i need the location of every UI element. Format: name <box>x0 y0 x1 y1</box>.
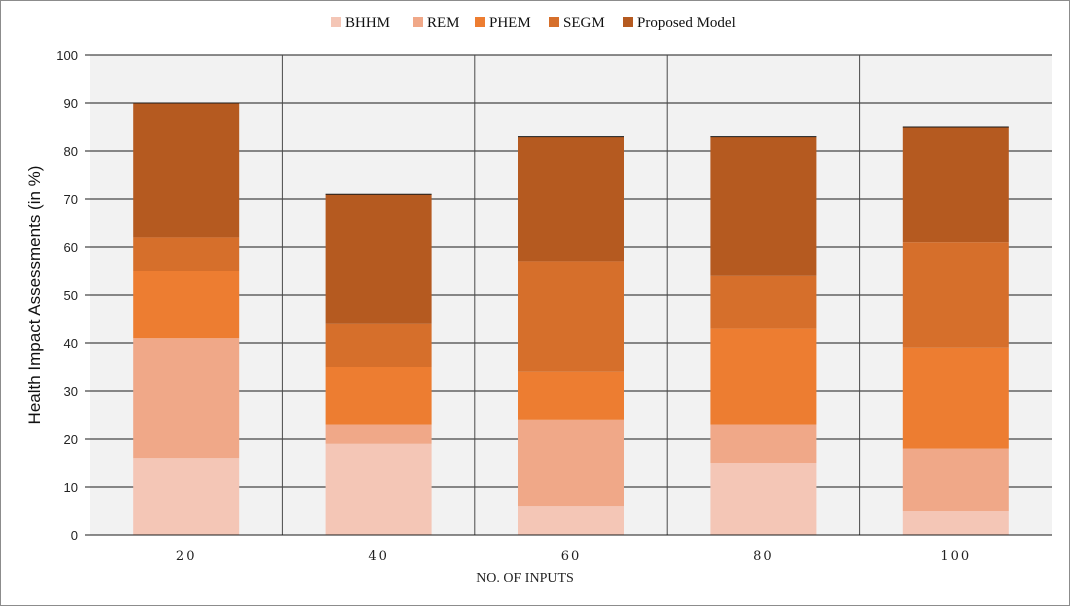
y-axis-title: Health Impact Assessments (in %) <box>25 166 44 425</box>
y-tick-label: 50 <box>64 288 78 303</box>
bar-phem-40 <box>325 367 432 425</box>
bar-bhhm-40 <box>325 443 432 535</box>
bar-rem-60 <box>518 419 624 507</box>
x-tick-label: 100 <box>940 549 971 564</box>
x-axis-title: NO. OF INPUTS <box>476 571 574 586</box>
bar-segm-20 <box>133 237 240 271</box>
bar-proposed-model-20 <box>133 103 240 238</box>
y-tick-label: 40 <box>64 336 78 351</box>
legend-label: PHEM <box>489 15 531 31</box>
y-tick-label: 30 <box>64 384 78 399</box>
bar-phem-80 <box>710 328 817 425</box>
y-tick-label: 80 <box>64 144 78 159</box>
bar-segm-100 <box>902 242 1009 348</box>
legend-swatch-proposed-model <box>623 17 633 27</box>
y-tick-label: 70 <box>64 192 78 207</box>
bar-rem-40 <box>325 424 432 444</box>
bar-proposed-model-40 <box>325 194 432 324</box>
legend-label: Proposed Model <box>637 15 736 31</box>
bar-rem-20 <box>133 338 240 459</box>
bar-phem-60 <box>518 371 624 420</box>
y-tick-label: 0 <box>71 528 78 543</box>
bar-rem-80 <box>710 424 817 463</box>
x-tick-label: 20 <box>176 549 197 564</box>
legend-swatch-rem <box>413 17 423 27</box>
x-tick-label: 80 <box>753 549 774 564</box>
legend-swatch-phem <box>475 17 485 27</box>
bar-proposed-model-100 <box>902 127 1009 243</box>
y-tick-label: 90 <box>64 96 78 111</box>
legend-swatch-segm <box>549 17 559 27</box>
legend-label: REM <box>427 15 460 31</box>
bar-bhhm-20 <box>133 458 240 535</box>
bar-phem-20 <box>133 271 240 339</box>
bar-segm-40 <box>325 323 432 367</box>
y-tick-label: 20 <box>64 432 78 447</box>
x-tick-label: 60 <box>561 549 582 564</box>
bar-bhhm-60 <box>518 506 624 535</box>
y-tick-label: 100 <box>56 48 78 63</box>
bar-segm-60 <box>518 261 624 372</box>
bar-phem-100 <box>902 347 1009 449</box>
legend-swatch-bhhm <box>331 17 341 27</box>
y-tick-label: 10 <box>64 480 78 495</box>
legend-label: BHHM <box>345 15 390 31</box>
legend-label: SEGM <box>563 15 605 31</box>
bar-rem-100 <box>902 448 1009 511</box>
bar-proposed-model-60 <box>518 136 624 262</box>
y-tick-label: 60 <box>64 240 78 255</box>
bar-bhhm-80 <box>710 463 817 535</box>
bar-proposed-model-80 <box>710 136 817 276</box>
x-tick-label: 40 <box>368 549 389 564</box>
bar-segm-80 <box>710 275 817 329</box>
bar-bhhm-100 <box>902 511 1009 535</box>
